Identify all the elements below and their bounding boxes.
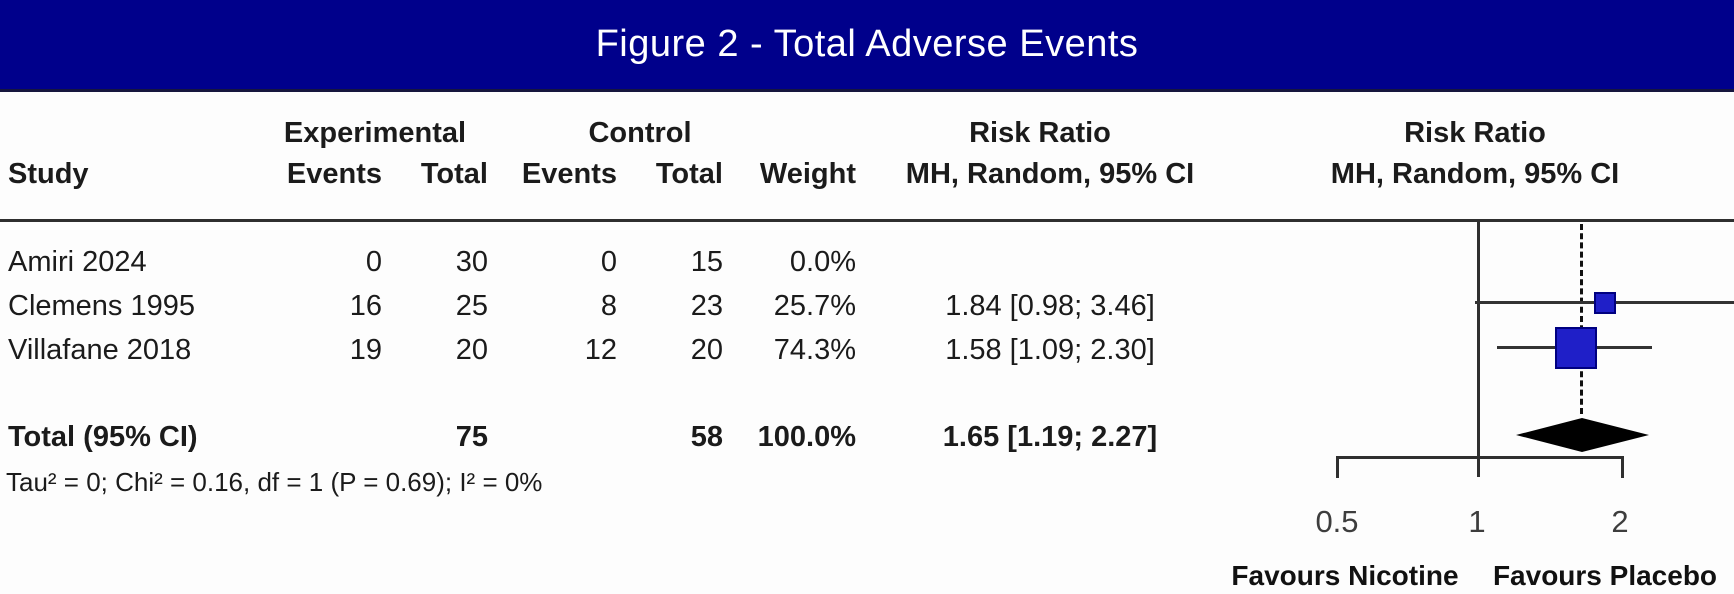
study-name: Clemens 1995 [8, 290, 195, 322]
study-square-clemens [1594, 292, 1616, 314]
total-row: Total (95% CI) 75 58 100.0% 1.65 [1.19; … [0, 417, 1734, 457]
study-name: Villafane 2018 [8, 334, 192, 366]
table-row: Amiri 2024 0 30 0 15 0.0% [0, 242, 1734, 282]
total-label: Total (95% CI) [8, 421, 198, 453]
pooled-estimate-dashed-line [1580, 224, 1583, 414]
events-control: 8 [600, 290, 617, 322]
header-weight: Weight [759, 158, 856, 190]
study-square-villafane [1555, 327, 1597, 369]
total-weight: 100.0% [757, 421, 856, 453]
x-tick-label-1: 1 [1468, 504, 1486, 539]
events-control: 12 [584, 334, 617, 366]
weight-value: 25.7% [773, 290, 856, 322]
header-control-group: Control [588, 117, 692, 149]
heterogeneity-stats: Tau² = 0; Chi² = 0.16, df = 1 (P = 0.69)… [6, 467, 543, 497]
total-control: 20 [690, 334, 723, 366]
header-separator-line [0, 219, 1734, 222]
total-experimental: 25 [455, 290, 488, 322]
total-control: 15 [690, 246, 723, 278]
header-events-experimental: Events [286, 158, 382, 190]
header-ci-plot: MH, Random, 95% CI [1330, 158, 1620, 190]
events-control: 0 [600, 246, 617, 278]
header-events-control: Events [521, 158, 617, 190]
header-ci-text: MH, Random, 95% CI [905, 158, 1195, 190]
total-experimental: 30 [455, 246, 488, 278]
column-header-row: Study Events Total Events Total Weight M… [0, 154, 1734, 194]
x-axis-tick-2 [1621, 456, 1624, 478]
x-tick-label-0-5: 0.5 [1315, 504, 1359, 539]
header-total-control: Total [655, 158, 723, 190]
study-name: Amiri 2024 [8, 246, 147, 278]
header-total-experimental: Total [420, 158, 488, 190]
x-tick-label-2: 2 [1611, 504, 1629, 539]
figure-title-bar: Figure 2 - Total Adverse Events [0, 0, 1734, 92]
total-experimental: 20 [455, 334, 488, 366]
x-axis-line [1337, 456, 1624, 459]
weight-value: 0.0% [789, 246, 856, 278]
table-row: Villafane 2018 19 20 12 20 74.3% 1.58 [1… [0, 330, 1734, 370]
events-experimental: 19 [349, 334, 382, 366]
total-control-sum: 58 [690, 421, 723, 453]
header-experimental-group: Experimental [283, 117, 467, 149]
total-experimental-sum: 75 [455, 421, 488, 453]
figure-title: Figure 2 - Total Adverse Events [595, 23, 1139, 65]
favours-left-label: Favours Nicotine [1231, 560, 1459, 591]
pooled-diamond [1510, 415, 1650, 455]
favours-right-label: Favours Placebo [1492, 560, 1718, 591]
total-control: 23 [690, 290, 723, 322]
risk-ratio-value: 1.84 [0.98; 3.46] [945, 290, 1155, 322]
header-risk-ratio-text: Risk Ratio [969, 117, 1111, 149]
events-experimental: 0 [365, 246, 382, 278]
table-row: Clemens 1995 16 25 8 23 25.7% 1.84 [0.98… [0, 286, 1734, 326]
risk-ratio-value [880, 242, 1220, 282]
x-axis-tick-0-5 [1336, 456, 1339, 478]
pooled-diamond-shape [1516, 418, 1649, 452]
risk-ratio-value: 1.58 [1.09; 2.30] [945, 334, 1155, 366]
header-risk-ratio-plot: Risk Ratio [1404, 117, 1546, 149]
weight-value: 74.3% [773, 334, 856, 366]
null-effect-axis-line [1477, 222, 1480, 477]
header-study: Study [8, 158, 89, 190]
events-experimental: 16 [349, 290, 382, 322]
group-header-row: Experimental Control Risk Ratio Risk Rat… [0, 113, 1734, 153]
total-risk-ratio: 1.65 [1.19; 2.27] [942, 421, 1158, 453]
